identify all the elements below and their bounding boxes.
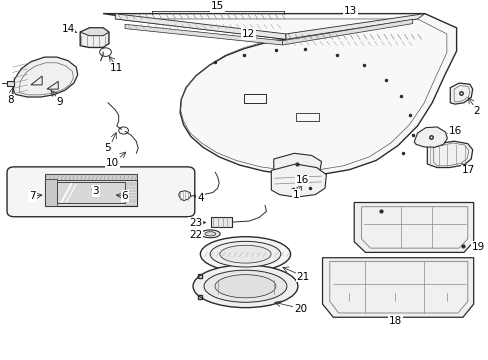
Text: 15: 15 bbox=[211, 1, 224, 12]
Text: 14: 14 bbox=[61, 24, 75, 33]
Polygon shape bbox=[427, 141, 472, 167]
Text: 16: 16 bbox=[295, 175, 308, 185]
Ellipse shape bbox=[200, 230, 220, 238]
Text: 19: 19 bbox=[471, 242, 484, 252]
Polygon shape bbox=[211, 217, 232, 228]
Text: 16: 16 bbox=[447, 126, 461, 135]
Polygon shape bbox=[271, 164, 326, 197]
Bar bbox=[44, 174, 137, 180]
Text: 22: 22 bbox=[189, 230, 202, 240]
Text: 6: 6 bbox=[122, 191, 128, 201]
Polygon shape bbox=[80, 28, 109, 36]
Polygon shape bbox=[115, 14, 285, 39]
Polygon shape bbox=[125, 24, 282, 45]
Text: 12: 12 bbox=[241, 29, 255, 39]
Bar bbox=[44, 179, 137, 206]
Bar bbox=[44, 179, 57, 206]
Ellipse shape bbox=[220, 245, 270, 263]
Polygon shape bbox=[103, 14, 456, 175]
Ellipse shape bbox=[193, 265, 297, 308]
Text: 1: 1 bbox=[292, 190, 298, 200]
Ellipse shape bbox=[203, 270, 286, 302]
Ellipse shape bbox=[215, 275, 275, 298]
Polygon shape bbox=[80, 28, 109, 48]
Polygon shape bbox=[285, 14, 424, 39]
Bar bbox=[57, 182, 125, 203]
Text: 8: 8 bbox=[7, 95, 14, 105]
Text: 13: 13 bbox=[344, 6, 357, 16]
Polygon shape bbox=[13, 57, 78, 97]
Ellipse shape bbox=[200, 237, 290, 272]
Polygon shape bbox=[449, 83, 472, 104]
Text: 9: 9 bbox=[57, 97, 63, 107]
Text: 18: 18 bbox=[388, 316, 402, 326]
Text: 11: 11 bbox=[110, 63, 123, 73]
Text: 23: 23 bbox=[189, 218, 202, 228]
Text: 10: 10 bbox=[106, 158, 119, 168]
Polygon shape bbox=[6, 81, 14, 86]
Polygon shape bbox=[413, 127, 447, 147]
Polygon shape bbox=[322, 258, 473, 317]
Polygon shape bbox=[282, 19, 412, 45]
Text: 5: 5 bbox=[104, 143, 111, 153]
Ellipse shape bbox=[204, 232, 215, 236]
Text: 2: 2 bbox=[472, 105, 478, 116]
Text: 21: 21 bbox=[296, 272, 309, 282]
Polygon shape bbox=[273, 153, 321, 177]
FancyBboxPatch shape bbox=[7, 167, 194, 217]
Text: 7: 7 bbox=[29, 191, 36, 201]
Text: 4: 4 bbox=[197, 193, 203, 203]
Ellipse shape bbox=[210, 241, 280, 267]
Polygon shape bbox=[353, 202, 473, 252]
Text: 17: 17 bbox=[461, 166, 474, 175]
Text: 3: 3 bbox=[92, 186, 99, 196]
Text: 20: 20 bbox=[293, 304, 306, 314]
